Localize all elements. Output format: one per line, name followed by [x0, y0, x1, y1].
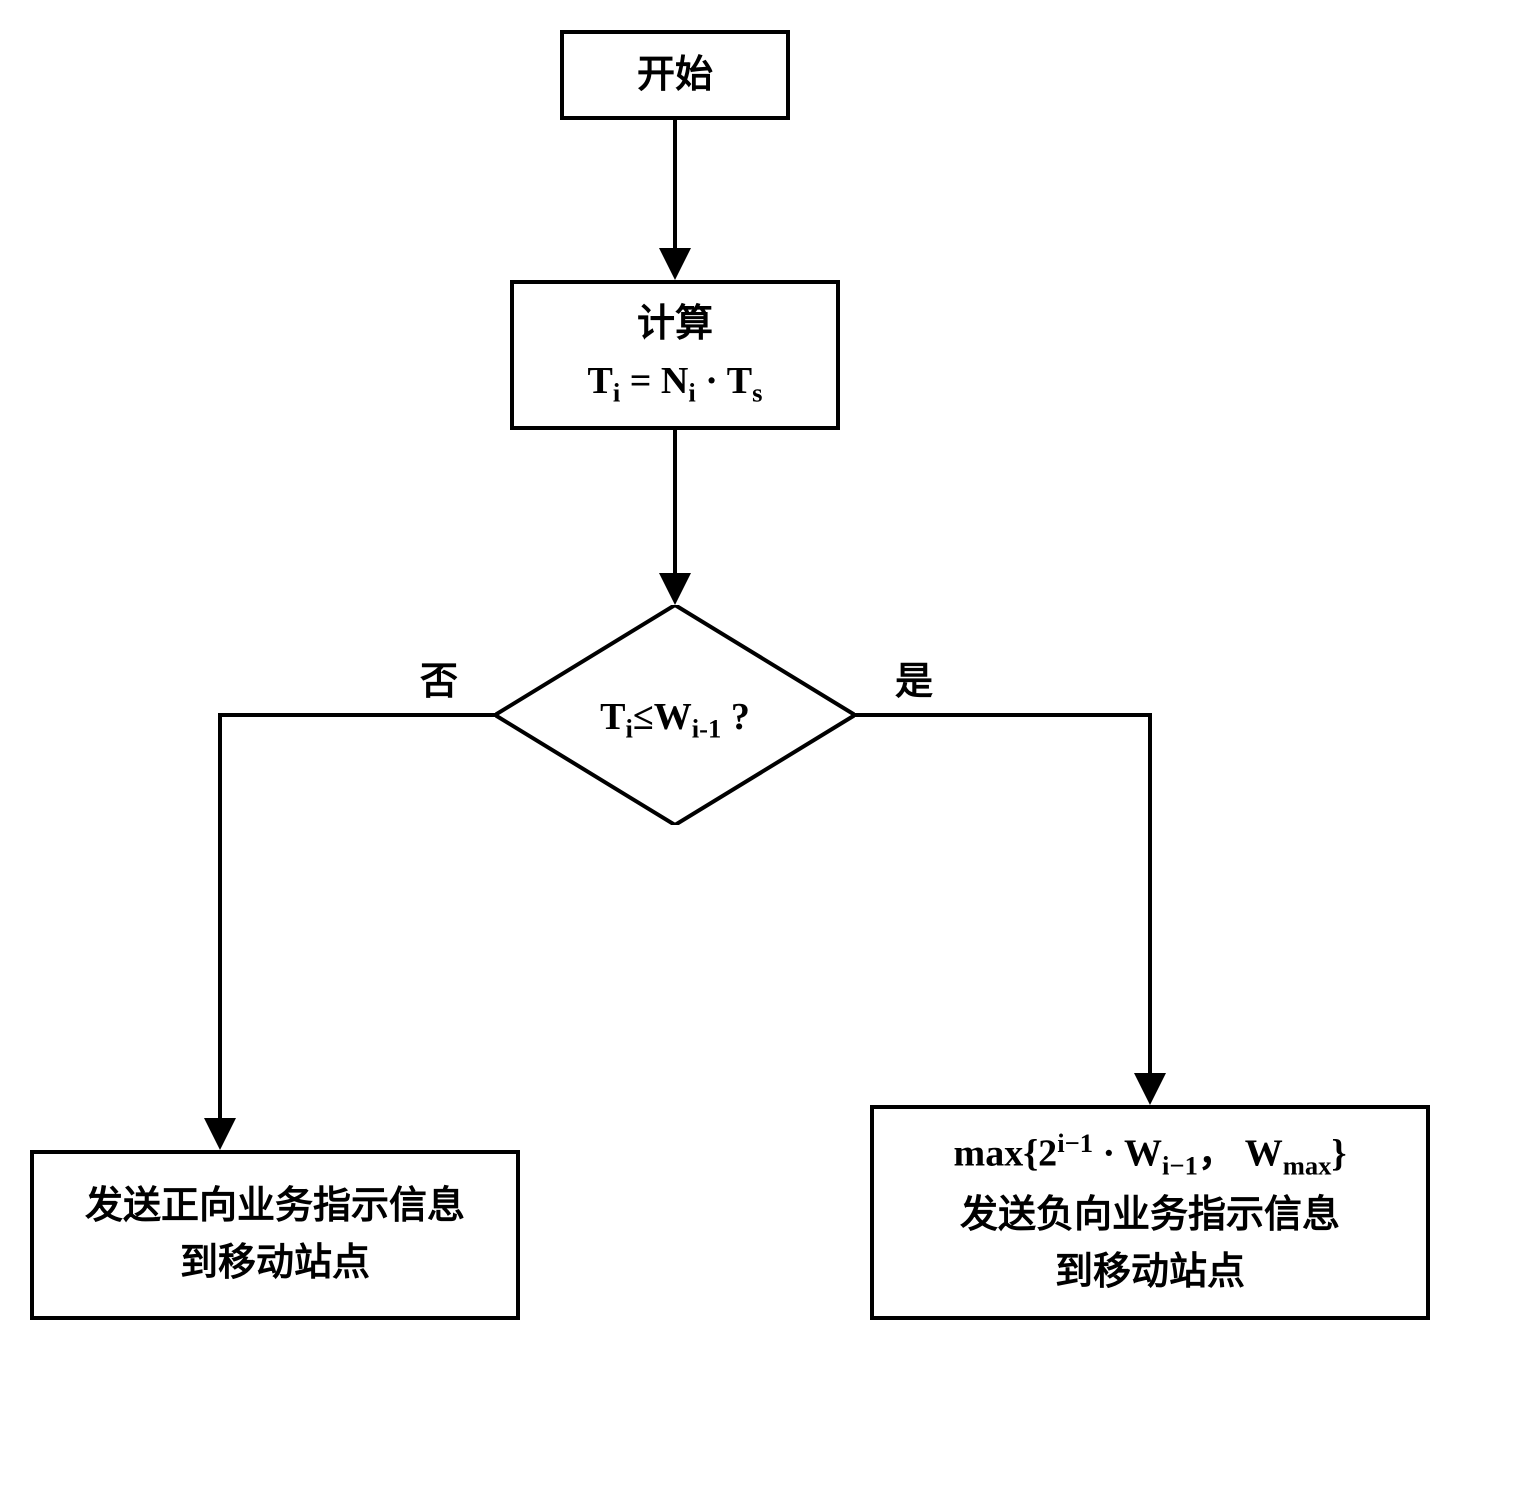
start-label: 开始	[637, 47, 713, 104]
decision-node: Ti≤Wi-1 ?	[495, 605, 855, 825]
left-output-node: 发送正向业务指示信息 到移动站点	[30, 1150, 520, 1320]
calc-label-line1: 计算	[637, 296, 713, 353]
start-node: 开始	[560, 30, 790, 120]
left-output-line2: 到移动站点	[180, 1235, 370, 1292]
calc-label-line2: Ti = Ni · Ts	[588, 353, 763, 413]
yes-label: 是	[895, 650, 933, 705]
right-output-line3: 到移动站点	[1055, 1244, 1245, 1301]
no-label: 否	[420, 650, 458, 705]
left-output-line1: 发送正向业务指示信息	[85, 1178, 465, 1235]
right-output-line1: max{2i−1 · Wi−1， Wmax}	[954, 1124, 1347, 1186]
decision-label: Ti≤Wi-1 ?	[495, 695, 855, 745]
right-output-node: max{2i−1 · Wi−1， Wmax} 发送负向业务指示信息 到移动站点	[870, 1105, 1430, 1320]
calc-node: 计算 Ti = Ni · Ts	[510, 280, 840, 430]
flowchart: 开始 计算 Ti = Ni · Ts Ti≤Wi-1 ? 否 是 发送正向业务指…	[0, 0, 1538, 1486]
right-output-line2: 发送负向业务指示信息	[960, 1187, 1340, 1244]
